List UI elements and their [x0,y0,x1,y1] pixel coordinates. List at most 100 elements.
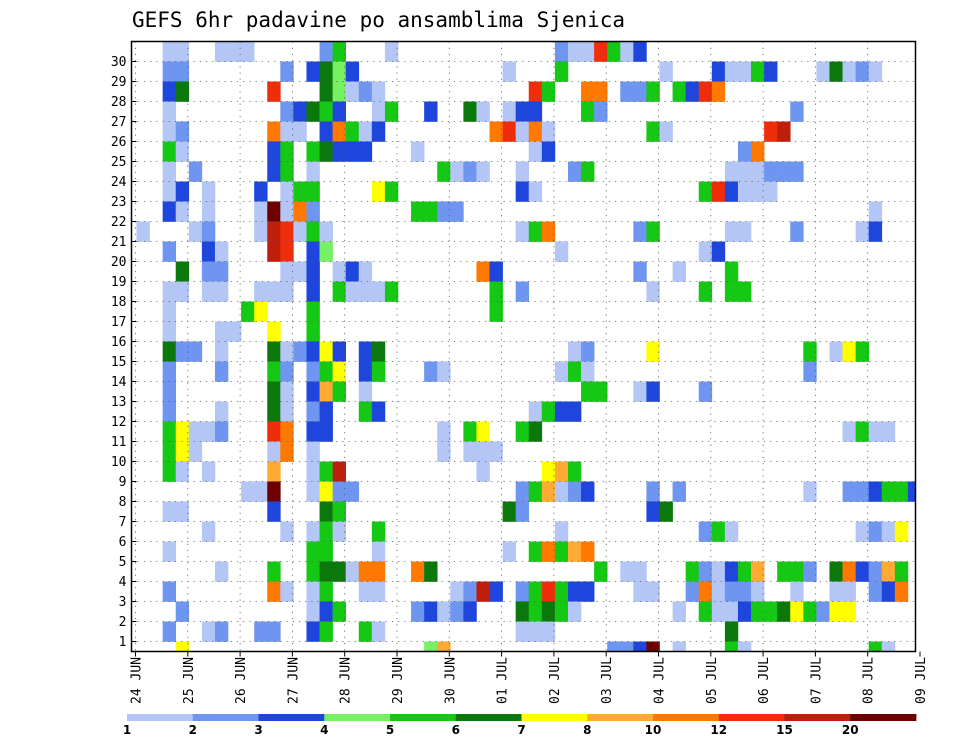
colorbar-swatch [587,714,654,721]
heatmap-cell [790,561,804,582]
heatmap-cell [306,301,320,322]
colorbar-swatch [390,714,457,721]
heatmap-cell [358,581,373,602]
heatmap-cell [371,81,386,102]
heatmap-cell [777,161,791,182]
heatmap-cell [306,201,320,222]
heatmap-cell [476,161,490,182]
x-tick-label: 06 JUL [757,657,772,704]
heatmap-cell [384,41,399,62]
heatmap-cell [306,141,320,162]
heatmap-cell [659,501,673,522]
heatmap-cell [476,101,490,122]
heatmap-cell [777,561,791,582]
heatmap-cell [855,341,870,362]
heatmap-cell [463,421,477,442]
heatmap-cell [345,261,360,282]
heatmap-cell [528,121,543,142]
heatmap-cell [358,621,373,642]
heatmap-cell [751,181,765,202]
heatmap-cell [842,581,856,602]
heatmap-cell [162,361,177,382]
heatmap-cell [554,541,569,562]
heatmap-cell [280,581,294,602]
heatmap-cell [463,101,477,122]
heatmap-cell [371,401,386,422]
heatmap-cell [751,601,765,622]
heatmap-cell [162,161,177,182]
heatmap-cell [358,81,373,102]
grid-layer [131,41,916,652]
heatmap-cell [541,541,556,562]
heatmap-cell [280,401,294,422]
heatmap-cell [777,121,791,142]
heatmap-cell [698,241,713,262]
heatmap-cell [594,101,608,122]
heatmap-cell [620,561,634,582]
heatmap-cell [371,341,386,362]
heatmap-cell [241,41,255,62]
y-tick-label: 3 [119,595,127,610]
heatmap-cell [228,41,242,62]
heatmap-cell [162,621,177,642]
heatmap-cell [293,101,307,122]
heatmap-cell [358,561,373,582]
heatmap-cell [737,221,752,242]
heatmap-cell [306,481,320,502]
heatmap-cell [724,261,739,282]
heatmap-cell [711,61,726,82]
heatmap-cell [724,181,739,202]
y-tick-label: 11 [111,435,127,450]
heatmap-cell [267,121,281,142]
heatmap-cell [816,61,830,82]
heatmap-cell [332,601,347,622]
y-tick-label: 12 [111,415,127,430]
heatmap-cell [371,121,386,142]
heatmap-cell [306,521,320,542]
heatmap-cell [332,121,347,142]
heatmap-cell [646,221,660,242]
heatmap-cell [214,261,229,282]
heatmap-cell [358,121,373,142]
heatmap-cell [162,121,177,142]
heatmap-cell [162,541,177,562]
heatmap-cell [345,281,360,302]
heatmap-cell [280,221,294,242]
heatmap-cell [384,181,399,202]
heatmap-cell [280,281,294,302]
heatmap-cell [633,81,647,102]
y-tick-label: 8 [119,495,127,510]
heatmap-cell [332,461,347,482]
heatmap-cell [711,81,726,102]
y-tick-label: 9 [119,475,127,490]
heatmap-cell [698,561,713,582]
heatmap-cell [175,81,190,102]
heatmap-cell [554,61,569,82]
heatmap-cell [737,161,752,182]
heatmap-cell [659,121,673,142]
heatmap-cell [267,581,281,602]
heatmap-cell [881,421,896,442]
heatmap-cell [214,321,229,342]
heatmap-cell [633,641,647,652]
heatmap-cell [293,121,307,142]
heatmap-cell [306,361,320,382]
heatmap-cell [685,581,700,602]
heatmap-cell [581,361,595,382]
y-tick-label: 15 [111,355,127,370]
heatmap-cell [868,561,883,582]
heatmap-cell [254,621,268,642]
heatmap-cell [855,481,870,502]
heatmap-cell [345,561,360,582]
heatmap-cell [881,481,896,502]
heatmap-cell [162,81,177,102]
heatmap-cell [371,521,386,542]
heatmap-cell [698,381,713,402]
heatmap-cell [842,421,856,442]
heatmap-cell [175,121,190,142]
heatmap-cell [607,641,621,652]
heatmap-cell [633,381,647,402]
y-tick-label: 28 [111,95,127,110]
heatmap-cell [345,141,360,162]
